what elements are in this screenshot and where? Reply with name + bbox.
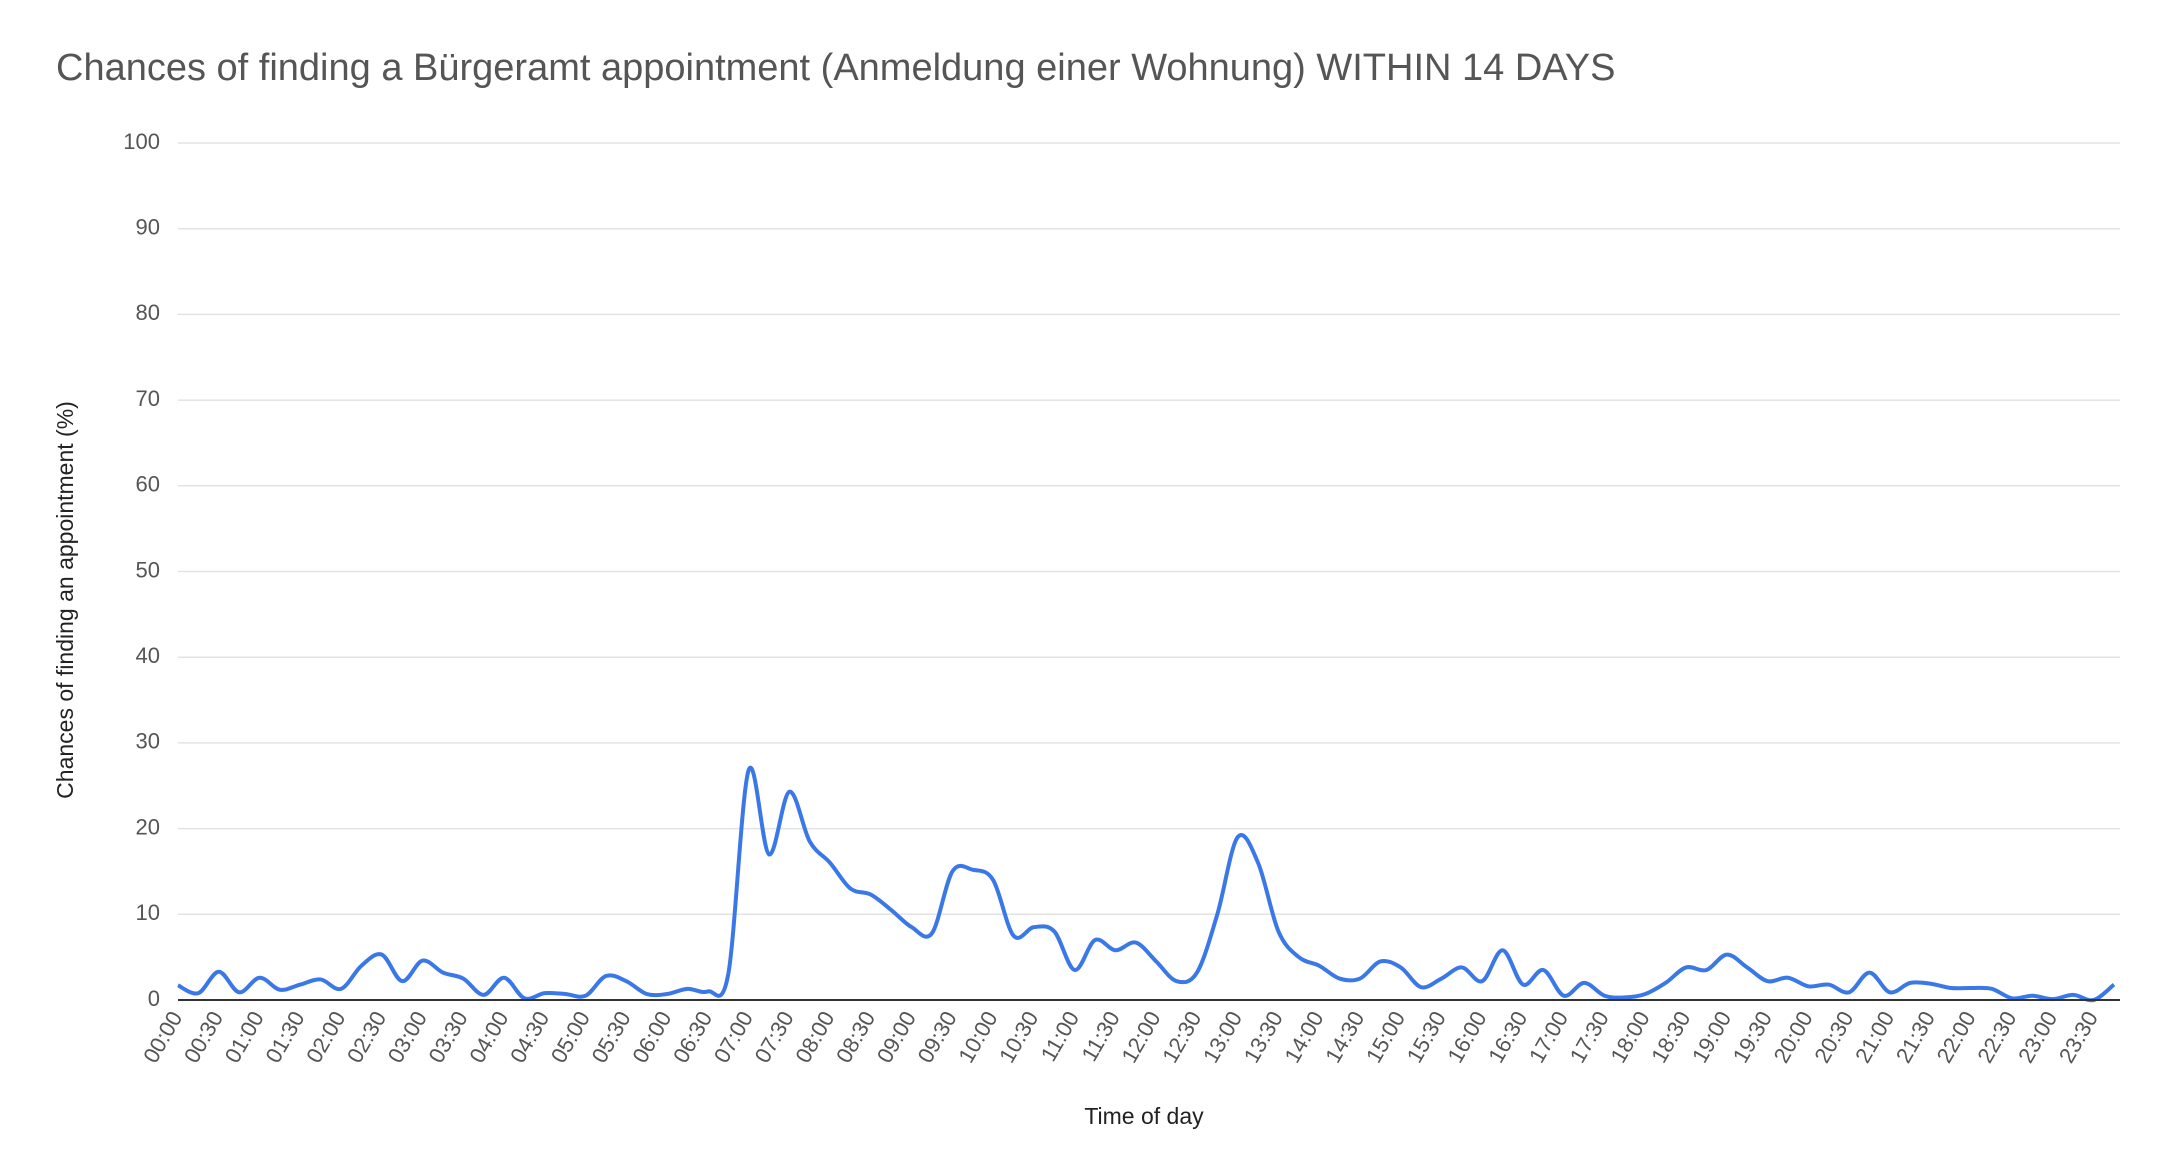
x-tick-label: 12:30 — [1157, 1007, 1206, 1067]
x-tick-label: 01:00 — [220, 1007, 269, 1067]
x-axis-title: Time of day — [1084, 1103, 1204, 1129]
y-tick-label: 30 — [136, 729, 160, 754]
x-tick-label: 19:30 — [1728, 1007, 1777, 1067]
x-tick-label: 18:00 — [1605, 1007, 1654, 1067]
y-tick-label: 0 — [148, 986, 160, 1011]
x-tick-label: 08:00 — [790, 1007, 839, 1067]
x-tick-label: 20:00 — [1768, 1007, 1817, 1067]
x-tick-label: 11:00 — [1036, 1007, 1084, 1066]
x-tick-label: 23:00 — [2013, 1007, 2062, 1067]
x-tick-label: 09:00 — [872, 1007, 921, 1067]
x-tick-label: 06:00 — [627, 1007, 676, 1067]
chart-title: Chances of finding a Bürgeramt appointme… — [56, 47, 1616, 89]
x-tick-label: 07:00 — [709, 1007, 758, 1067]
x-tick-label: 14:30 — [1320, 1007, 1369, 1067]
x-tick-label: 20:30 — [1809, 1007, 1858, 1067]
x-tick-label: 14:00 — [1279, 1007, 1328, 1067]
x-tick-label: 02:30 — [342, 1007, 391, 1067]
y-tick-label: 20 — [136, 814, 160, 839]
x-tick-label: 09:30 — [913, 1007, 962, 1067]
x-tick-label: 13:30 — [1239, 1007, 1288, 1067]
y-tick-label: 50 — [136, 557, 160, 582]
x-tick-label: 23:30 — [2054, 1007, 2103, 1067]
y-tick-label: 40 — [136, 643, 160, 668]
x-tick-label: 21:30 — [1891, 1007, 1940, 1067]
x-tick-label: 22:30 — [1972, 1007, 2021, 1067]
x-tick-label: 17:00 — [1524, 1007, 1573, 1067]
x-tick-label: 01:30 — [260, 1007, 309, 1067]
x-tick-label: 15:30 — [1402, 1007, 1451, 1067]
x-tick-label: 05:30 — [587, 1007, 636, 1067]
x-tick-label: 00:00 — [138, 1007, 187, 1067]
x-tick-label: 12:00 — [1116, 1007, 1165, 1067]
x-tick-label: 22:00 — [1932, 1007, 1981, 1067]
x-tick-label: 16:00 — [1442, 1007, 1491, 1067]
x-tick-label: 04:30 — [505, 1007, 554, 1067]
x-tick-label: 11:30 — [1076, 1007, 1124, 1066]
x-tick-label: 05:00 — [546, 1007, 595, 1067]
y-tick-label: 90 — [136, 215, 160, 240]
x-tick-label: 15:00 — [1361, 1007, 1410, 1067]
x-tick-label: 13:00 — [1198, 1007, 1247, 1067]
x-tick-label: 16:30 — [1483, 1007, 1532, 1067]
x-tick-label: 17:30 — [1565, 1007, 1614, 1067]
x-tick-label: 08:30 — [831, 1007, 880, 1067]
line — [177, 765, 2116, 1003]
x-tick-label: 00:30 — [179, 1007, 228, 1067]
y-tick-label: 100 — [123, 129, 160, 154]
x-tick-label: 21:00 — [1850, 1007, 1899, 1067]
x-tick-label: 03:00 — [383, 1007, 432, 1067]
y-tick-label: 80 — [136, 300, 160, 325]
x-tick-label: 02:00 — [301, 1007, 350, 1067]
y-tick-label: 60 — [136, 472, 160, 497]
x-tick-label: 03:30 — [423, 1007, 472, 1067]
x-tick-label: 10:30 — [994, 1007, 1043, 1067]
x-tick-label: 10:00 — [953, 1007, 1002, 1067]
x-tick-label: 06:30 — [668, 1007, 717, 1067]
y-tick-label: 10 — [136, 900, 160, 925]
y-tick-label: 70 — [136, 386, 160, 411]
x-tick-label: 18:30 — [1646, 1007, 1695, 1067]
y-axis-title: Chances of finding an appointment (%) — [52, 401, 78, 799]
x-tick-label: 07:30 — [750, 1007, 799, 1067]
x-tick-label: 19:00 — [1687, 1007, 1736, 1067]
x-tick-label: 04:00 — [464, 1007, 513, 1067]
